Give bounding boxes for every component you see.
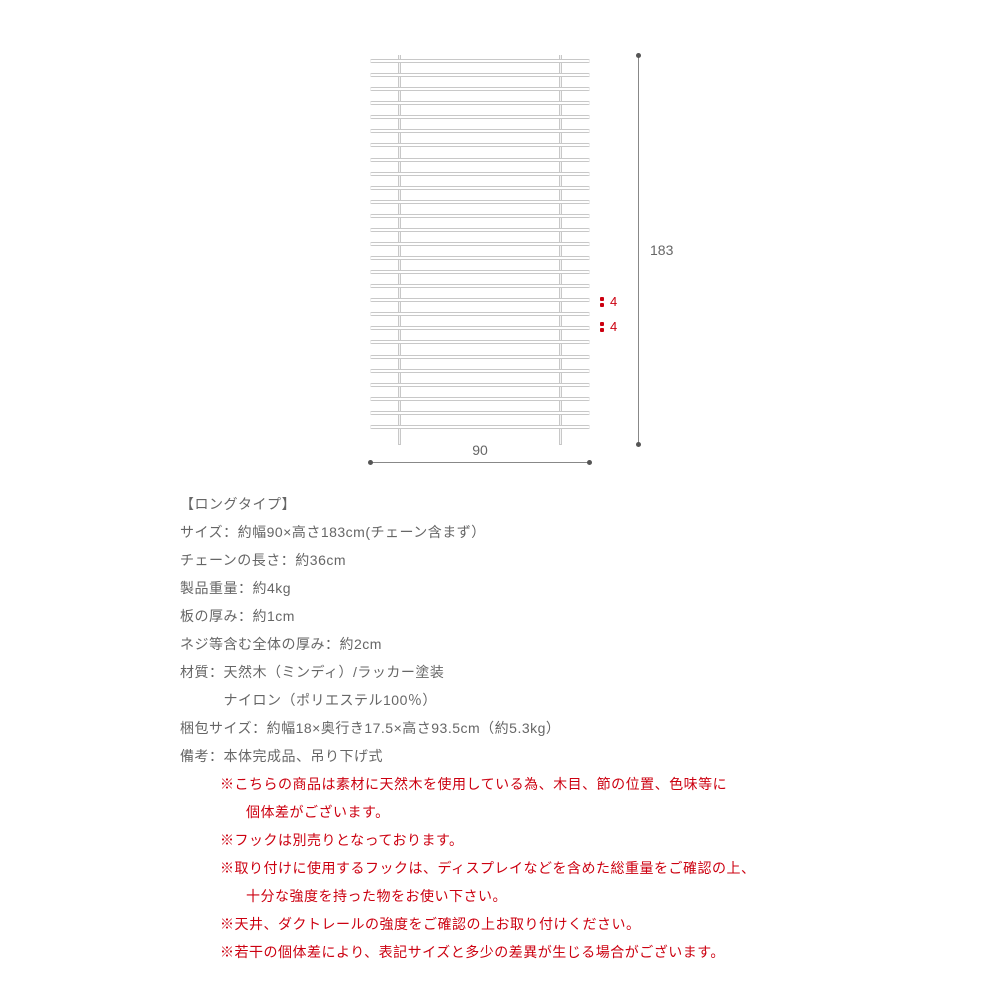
slat — [370, 87, 590, 91]
slat — [370, 383, 590, 387]
dimension-height-label: 183 — [650, 242, 673, 258]
gap-callout-1: 4 — [600, 293, 617, 309]
dimension-width: 90 — [370, 448, 590, 478]
spec-line: サイズ：約幅90×高さ183cm(チェーン含まず） — [180, 518, 900, 546]
slat — [370, 158, 590, 162]
slat — [370, 340, 590, 344]
slat — [370, 425, 590, 429]
spec-note: ※こちらの商品は素材に天然木を使用している為、木目、節の位置、色味等に — [180, 770, 900, 798]
slat — [370, 298, 590, 302]
gap-callout-2-value: 4 — [610, 319, 617, 334]
slat — [370, 397, 590, 401]
dimension-dot — [368, 460, 373, 465]
spec-line: チェーンの長さ：約36cm — [180, 546, 900, 574]
slat — [370, 214, 590, 218]
spec-line: 材質：天然木（ミンディ）/ラッカー塗装 — [180, 658, 900, 686]
spec-heading: 【ロングタイプ】 — [180, 490, 900, 518]
spec-note-cont: 十分な強度を持った物をお使い下さい。 — [180, 882, 900, 910]
spec-line: 板の厚み：約1cm — [180, 602, 900, 630]
gap-callout-2: 4 — [600, 318, 617, 334]
slat — [370, 101, 590, 105]
spec-line: 製品重量：約4kg — [180, 574, 900, 602]
spec-note-cont: 個体差がございます。 — [180, 798, 900, 826]
spec-text: 【ロングタイプ】 サイズ：約幅90×高さ183cm(チェーン含まず） チェーンの… — [180, 490, 900, 966]
slat-panel — [370, 55, 590, 435]
dimension-height: 183 — [632, 55, 682, 445]
slat — [370, 186, 590, 190]
slat — [370, 312, 590, 316]
slat — [370, 200, 590, 204]
slat — [370, 143, 590, 147]
spec-line: ナイロン（ポリエステル100％） — [180, 686, 900, 714]
spec-line: 梱包サイズ：約幅18×奥行き17.5×高さ93.5cm（約5.3kg） — [180, 714, 900, 742]
slat — [370, 355, 590, 359]
slat — [370, 115, 590, 119]
dimension-width-line — [370, 462, 590, 463]
slat — [370, 228, 590, 232]
spec-note: ※取り付けに使用するフックは、ディスプレイなどを含めた総重量をご確認の上、 — [180, 854, 900, 882]
slat — [370, 411, 590, 415]
spec-line: 備考：本体完成品、吊り下げ式 — [180, 742, 900, 770]
slat — [370, 242, 590, 246]
spec-note: ※若干の個体差により、表記サイズと多少の差異が生じる場合がございます。 — [180, 938, 900, 966]
slat — [370, 73, 590, 77]
slat — [370, 326, 590, 330]
gap-callout-1-value: 4 — [610, 294, 617, 309]
spec-note: ※天井、ダクトレールの強度をご確認の上お取り付けください。 — [180, 910, 900, 938]
page: 90 183 4 4 【ロングタイプ】 サイズ：約幅90×高さ183cm(チェー… — [0, 0, 1000, 1000]
dimension-dot — [636, 442, 641, 447]
slat — [370, 129, 590, 133]
slat — [370, 256, 590, 260]
slat — [370, 270, 590, 274]
slat — [370, 284, 590, 288]
spec-note: ※フックは別売りとなっております。 — [180, 826, 900, 854]
slat — [370, 172, 590, 176]
dimension-dot — [636, 53, 641, 58]
dimension-dot — [587, 460, 592, 465]
callout-marker-icon — [600, 295, 604, 309]
spec-line: ネジ等含む全体の厚み：約2cm — [180, 630, 900, 658]
dimension-height-line — [638, 55, 639, 445]
slat — [370, 369, 590, 373]
slat — [370, 59, 590, 63]
callout-marker-icon — [600, 320, 604, 334]
product-diagram: 90 183 4 4 — [360, 50, 680, 470]
dimension-width-label: 90 — [460, 442, 500, 458]
